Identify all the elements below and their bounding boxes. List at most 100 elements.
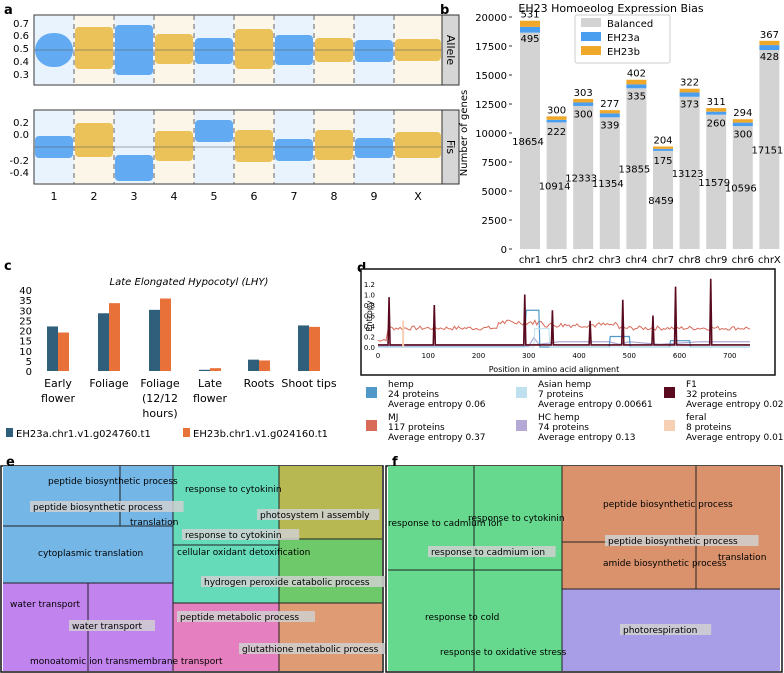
chart-c-xtick-label: Late [198, 377, 222, 390]
treemap-e-label: water transport [10, 600, 81, 610]
treemap-e-block-peptide [3, 466, 173, 583]
allele-tick-label: 0.6 [13, 31, 29, 42]
panel-d-entropy-chart: Entropy Position in amino acid alignment… [360, 268, 784, 443]
chromosome-tick-label: 8 [331, 190, 338, 203]
label-eh23b-chr8: 322 [680, 78, 699, 89]
label-eh23a-chr4: 335 [627, 91, 646, 102]
bar-eh23b-chr6 [732, 119, 753, 123]
panel-label-a: a [4, 3, 13, 18]
bar-eh23b-chr4 [626, 79, 647, 85]
treemap-f-highlight [605, 535, 759, 546]
fis-band-6 [235, 130, 273, 162]
chart-b-ytick-label: 5000 [482, 187, 507, 198]
fis-band-5 [195, 120, 233, 142]
label-eh23a-chr3: 339 [600, 120, 619, 131]
allele-band-6 [235, 29, 273, 69]
treemap-e-block-photosystem [279, 466, 382, 539]
label-balanced-chr7: 8459 [648, 196, 673, 207]
legend-name-d-2: Asian hemp [538, 380, 591, 390]
fis-band-2 [75, 123, 113, 157]
line-asian-hemp [378, 328, 750, 348]
chromosome-tick-label: 2 [91, 190, 98, 203]
chart-c-ytick-label: 5 [26, 357, 32, 368]
bar-eh23b-cat2 [109, 303, 120, 371]
chart-d-xlabel: Position in amino acid alignment [489, 365, 620, 374]
allele-tick-label: 0.5 [13, 44, 29, 55]
chart-c-ytick-label: 35 [19, 296, 32, 307]
legend-name-d-5: HC hemp [538, 413, 580, 423]
label-balanced-chr1: 18654 [512, 137, 544, 148]
panel-e-treemap: peptide biosynthetic process peptide bios… [0, 465, 398, 673]
label-eh23a-chr8: 373 [680, 99, 699, 110]
legend-name-d-4: MJ [388, 413, 398, 423]
treemap-e-label: response to cytokinin [185, 531, 282, 541]
allele-tick-label: 0.3 [13, 70, 29, 81]
legend-avg-d-6: Average entropy 0.01 [686, 433, 784, 443]
bar-eh23a-chr1 [520, 26, 540, 33]
bar-balanced-chr3 [599, 117, 620, 249]
bar-balanced-chr1 [520, 32, 540, 249]
label-balanced-chr4: 13855 [618, 165, 650, 176]
chromosome-tick-label: 6 [251, 190, 258, 203]
label-eh23b-chr7: 204 [653, 135, 672, 146]
fis-band-9 [355, 138, 393, 158]
bar-balanced-chr5 [546, 122, 567, 249]
bar-eh23a-cat2 [98, 313, 109, 371]
chart-d-frame [360, 268, 776, 376]
fis-band-4 [155, 131, 193, 161]
label-eh23b-chr1: 531 [520, 10, 539, 21]
fis-band-10 [395, 132, 441, 158]
treemap-e-label: cellular oxidant detoxification [177, 548, 310, 558]
panel-c-lhy-chart: Late Elongated Hypocotyl (LHY) 051015202… [6, 277, 337, 440]
bar-eh23a-chr9 [706, 111, 727, 115]
chart-b-ytick-label: 2500 [482, 216, 507, 227]
chart-c-ytick-label: 20 [19, 327, 32, 338]
bar-balanced-chrX [759, 50, 780, 249]
treemap-f-label: amide biosynthetic process [603, 559, 727, 569]
chart-c-ytick-label: 40 [19, 286, 32, 297]
legend-count-d-2: 7 proteins [538, 390, 584, 400]
line-f1 [378, 278, 750, 346]
chart-d-ytick-label: 0.8 [364, 302, 375, 310]
chart-b-xtick-label: chr3 [599, 255, 621, 266]
chart-c-xtick-label: Foliage [89, 377, 129, 390]
chromosome-tick-label: 5 [211, 190, 218, 203]
allele-tick-label: 0.7 [13, 19, 29, 30]
bar-eh23b-chrX [759, 40, 780, 46]
allele-band-2 [75, 27, 113, 69]
chart-c-xtick-label: flower [193, 392, 227, 405]
chart-b-xtick-label: chr1 [519, 255, 541, 266]
panel-b-expression-bias-chart: EH23 Homoeolog Expression Bias Number of… [459, 2, 783, 266]
label-eh23a-chr7: 175 [653, 156, 672, 167]
treemap-f-highlight [428, 546, 556, 557]
label-eh23a-chr6: 300 [733, 130, 752, 141]
chart-b-ytick-label: 10000 [475, 129, 507, 140]
chart-c-title: Late Elongated Hypocotyl (LHY) [110, 277, 269, 288]
treemap-e-highlight [69, 620, 155, 631]
legend-label-c-1: EH23a.chr1.v1.g024760.t1 [16, 429, 151, 440]
panel-label-c: c [4, 259, 12, 274]
fis-tick-label: -0.2 [9, 156, 29, 167]
label-eh23b-chr9: 311 [707, 97, 726, 108]
chart-c-xtick-label: Shoot tips [281, 377, 337, 390]
chart-b-xtick-label: chrX [758, 255, 781, 266]
chromosome-tick-label: 3 [131, 190, 138, 203]
bar-eh23b-chr2 [573, 98, 594, 103]
fis-tick-label: 0.2 [13, 118, 29, 129]
chromosome-tick-label: X [414, 190, 422, 203]
chart-b-ytick-label: 17500 [475, 42, 507, 53]
line-mj [377, 319, 751, 342]
chart-d-xtick-label: 400 [572, 352, 585, 360]
treemap-f-label: response to cadmium ion [431, 548, 545, 558]
legend-swatch-Balanced [581, 18, 601, 27]
chart-d-xtick-label: 0 [376, 352, 380, 360]
chart-d-ytick-label: 0.0 [364, 344, 375, 352]
treemap-f-label: translation [718, 553, 766, 563]
line-hemp [378, 309, 750, 348]
chart-b-xtick-label: chr2 [572, 255, 594, 266]
bar-eh23a-chr8 [679, 92, 700, 97]
chart-b-ytick-label: 20000 [475, 13, 507, 24]
treemap-e-block-hydrogen-peroxide [279, 539, 382, 603]
